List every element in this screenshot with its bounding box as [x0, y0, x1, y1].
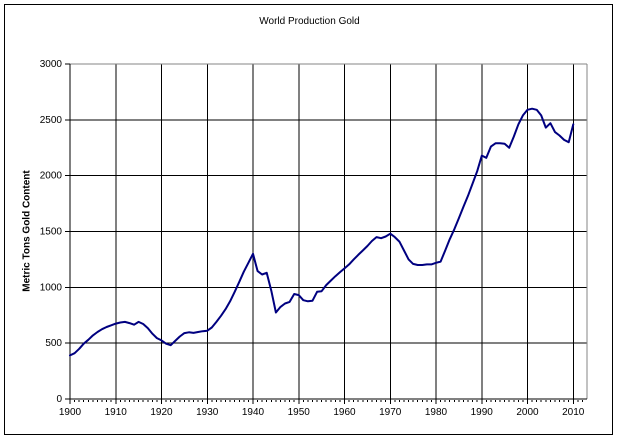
- x-tick-label: 1930: [196, 407, 219, 418]
- y-tick-label: 500: [45, 338, 62, 349]
- x-tick-label: 2000: [516, 407, 539, 418]
- x-tick-label: 1910: [105, 407, 128, 418]
- x-tick-label: 1920: [150, 407, 173, 418]
- x-tick-label: 1900: [59, 407, 82, 418]
- y-tick-label: 2000: [40, 171, 63, 182]
- y-tick-label: 1500: [40, 227, 63, 238]
- x-tick-label: 1940: [242, 407, 265, 418]
- figure-border: [4, 4, 613, 435]
- x-tick-label: 1960: [333, 407, 356, 418]
- x-tick-label: 1980: [425, 407, 448, 418]
- y-tick-label: 0: [56, 394, 62, 405]
- x-tick-label: 2010: [562, 407, 585, 418]
- x-tick-label: 1950: [288, 407, 311, 418]
- gold-production-line: [69, 107, 575, 357]
- x-tick-label: 1990: [471, 407, 494, 418]
- y-axis-title: Metric Tons Gold Content: [21, 170, 33, 292]
- y-tick-label: 3000: [40, 59, 63, 70]
- y-tick-label: 2500: [40, 115, 63, 126]
- chart-title: World Production Gold: [259, 16, 360, 27]
- y-tick-label: 1000: [40, 282, 63, 293]
- x-tick-label: 1970: [379, 407, 402, 418]
